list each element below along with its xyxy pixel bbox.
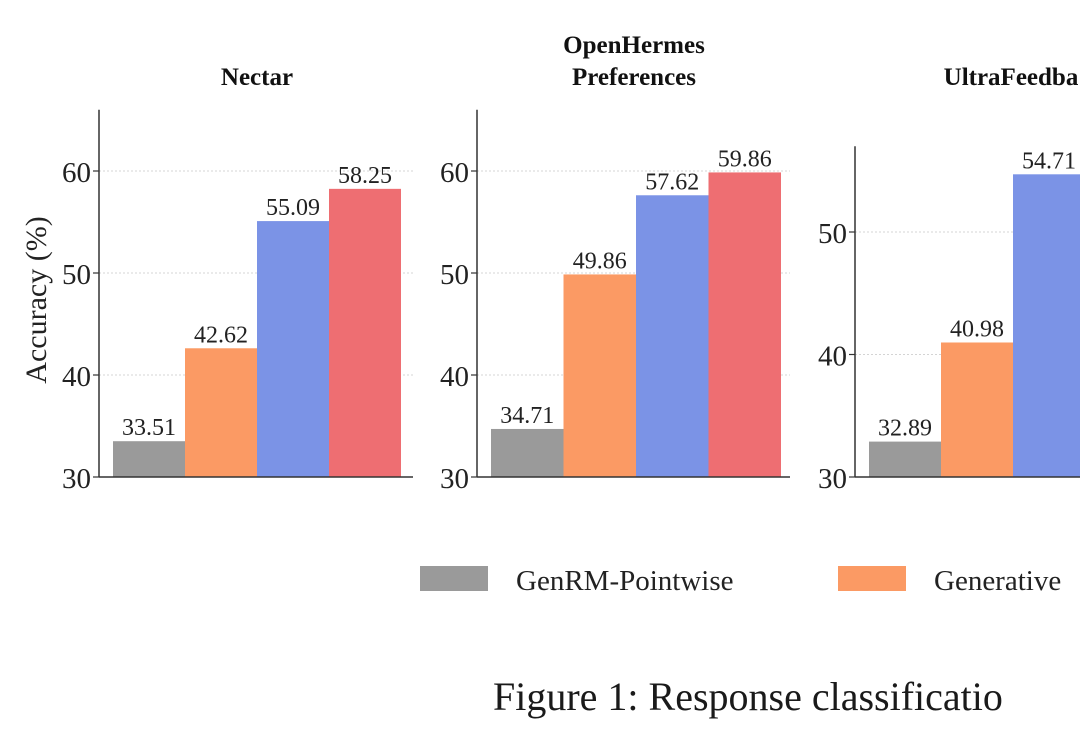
y-tick-label: 40 [62, 361, 91, 393]
legend-swatch [420, 566, 488, 591]
legend-label: Generative [934, 565, 1061, 597]
bar-value-label: 40.98 [950, 316, 1004, 342]
figure-caption: Figure 1: Response classificatio [493, 674, 1003, 719]
chart-panels: 30 40 50 60 33.51 42.62 55.09 58.25 Nectar Accura… [20, 32, 1080, 495]
y-axis-label: Accuracy (%) [20, 216, 53, 383]
legend-swatch [838, 566, 906, 591]
y-tick-label: 40 [440, 361, 469, 393]
bar-value-label: 49.86 [573, 248, 627, 274]
bar [636, 195, 709, 477]
bar-value-label: 33.51 [122, 415, 176, 441]
bar-value-label: 59.86 [718, 146, 772, 172]
bar [869, 441, 941, 477]
panel-title: UltraFeedba [944, 64, 1079, 91]
y-tick-label: 50 [62, 259, 91, 291]
bar [257, 221, 329, 477]
bar-value-label: 54.71 [1022, 148, 1076, 174]
legend: GenRM-Pointwise Generative [420, 565, 1061, 597]
bar-value-label: 57.62 [645, 169, 699, 195]
y-tick-label: 50 [440, 259, 469, 291]
y-tick-label: 60 [440, 157, 469, 189]
panel-title: Nectar [221, 64, 293, 91]
y-tick-label: 30 [440, 463, 469, 495]
chart-panel-3: 30 40 50 32.89 40.98 54.71 UltraFeedba [818, 64, 1080, 495]
chart-panel-1: 30 40 50 60 33.51 42.62 55.09 58.25 Nectar Accura… [20, 64, 413, 495]
y-tick-label: 30 [62, 463, 91, 495]
bar [563, 274, 636, 477]
bar-value-label: 58.25 [338, 163, 392, 189]
bar-value-label: 55.09 [266, 195, 320, 221]
bar [113, 441, 185, 477]
y-tick-label: 30 [818, 463, 847, 495]
bar [491, 428, 564, 477]
bar-value-label: 42.62 [194, 322, 248, 348]
chart-panel-2: 30 40 50 60 34.71 49.86 57.62 59.86 OpenHermes Pr… [440, 32, 790, 495]
bar [329, 188, 401, 477]
bar-value-label: 32.89 [878, 416, 932, 442]
bar [185, 348, 257, 477]
bar-value-label: 34.71 [500, 403, 554, 429]
y-tick-label: 50 [818, 218, 847, 250]
bar [941, 342, 1013, 477]
bar [1013, 174, 1080, 478]
y-tick-label: 60 [62, 157, 91, 189]
legend-label: GenRM-Pointwise [516, 565, 734, 597]
y-tick-label: 40 [818, 341, 847, 373]
panel-title: OpenHermes Preferences [563, 32, 705, 91]
bar [708, 172, 781, 478]
